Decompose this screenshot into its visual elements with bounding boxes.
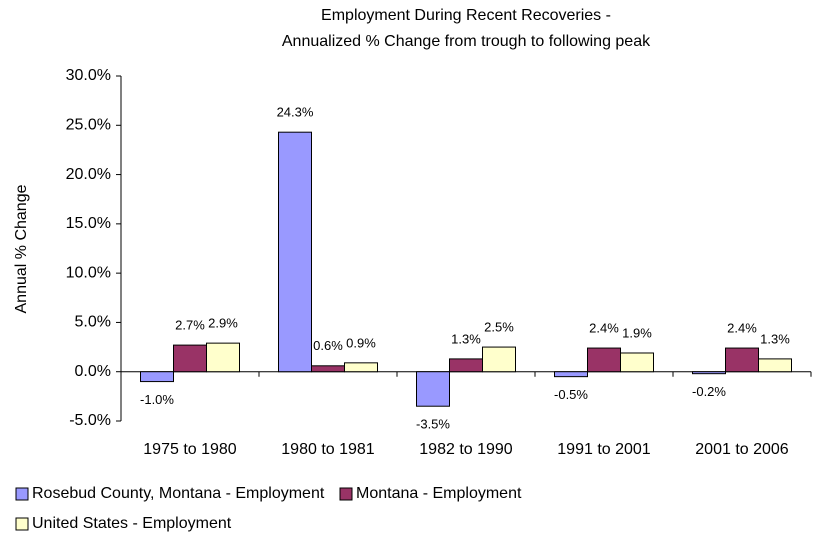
y-tick-label: 20.0% [66, 166, 111, 183]
bar [758, 358, 792, 373]
value-label: -1.0% [140, 392, 174, 407]
bar [692, 371, 726, 375]
legend-swatch [15, 517, 29, 531]
y-tick-label: 5.0% [75, 314, 111, 331]
bar [620, 352, 654, 373]
value-label: -0.2% [692, 384, 726, 399]
value-label: 1.3% [760, 331, 790, 346]
value-label: 0.6% [313, 338, 343, 353]
bar [311, 365, 345, 373]
y-tick-label: 25.0% [66, 117, 111, 134]
x-tick-label: 1991 to 2001 [557, 441, 651, 458]
x-tick-label: 1980 to 1981 [281, 441, 375, 458]
value-label: 2.7% [175, 318, 205, 333]
value-label: 1.3% [451, 331, 481, 346]
x-tick-label: 2001 to 2006 [695, 441, 789, 458]
x-tick-label: 1975 to 1980 [143, 441, 237, 458]
chart-title: Employment During Recent Recoveries - [321, 7, 611, 24]
bar [416, 371, 450, 407]
y-tick-label: 30.0% [66, 67, 111, 84]
y-tick-label: 0.0% [75, 363, 111, 380]
legend-swatch [15, 487, 29, 501]
chart-title: Annualized % Change from trough to follo… [282, 33, 651, 50]
value-label: -3.5% [416, 417, 450, 432]
legend-label: United States - Employment [32, 515, 232, 532]
bar [587, 347, 621, 373]
bar [554, 371, 588, 378]
legend-label: Rosebud County, Montana - Employment [32, 485, 325, 502]
value-label: 2.9% [208, 316, 238, 331]
value-label: 1.9% [622, 325, 652, 340]
bar [278, 131, 312, 373]
y-tick-label: -5.0% [69, 412, 111, 429]
value-label: 2.4% [727, 320, 757, 335]
x-tick-label: 1982 to 1990 [419, 441, 513, 458]
bar [725, 347, 759, 373]
value-label: 2.5% [484, 320, 514, 335]
value-label: 24.3% [277, 105, 314, 120]
y-tick-label: 10.0% [66, 264, 111, 281]
y-axis-label: Annual % Change [13, 184, 30, 313]
value-label: 0.9% [346, 335, 376, 350]
bar [449, 358, 483, 373]
bar [344, 362, 378, 373]
bar [173, 344, 207, 373]
bar [482, 346, 516, 373]
legend-swatch [339, 487, 353, 501]
bar [206, 342, 240, 373]
value-label: 2.4% [589, 320, 619, 335]
y-tick-label: 15.0% [66, 215, 111, 232]
legend-label: Montana - Employment [356, 485, 522, 502]
bar [140, 371, 174, 383]
value-label: -0.5% [554, 387, 588, 402]
